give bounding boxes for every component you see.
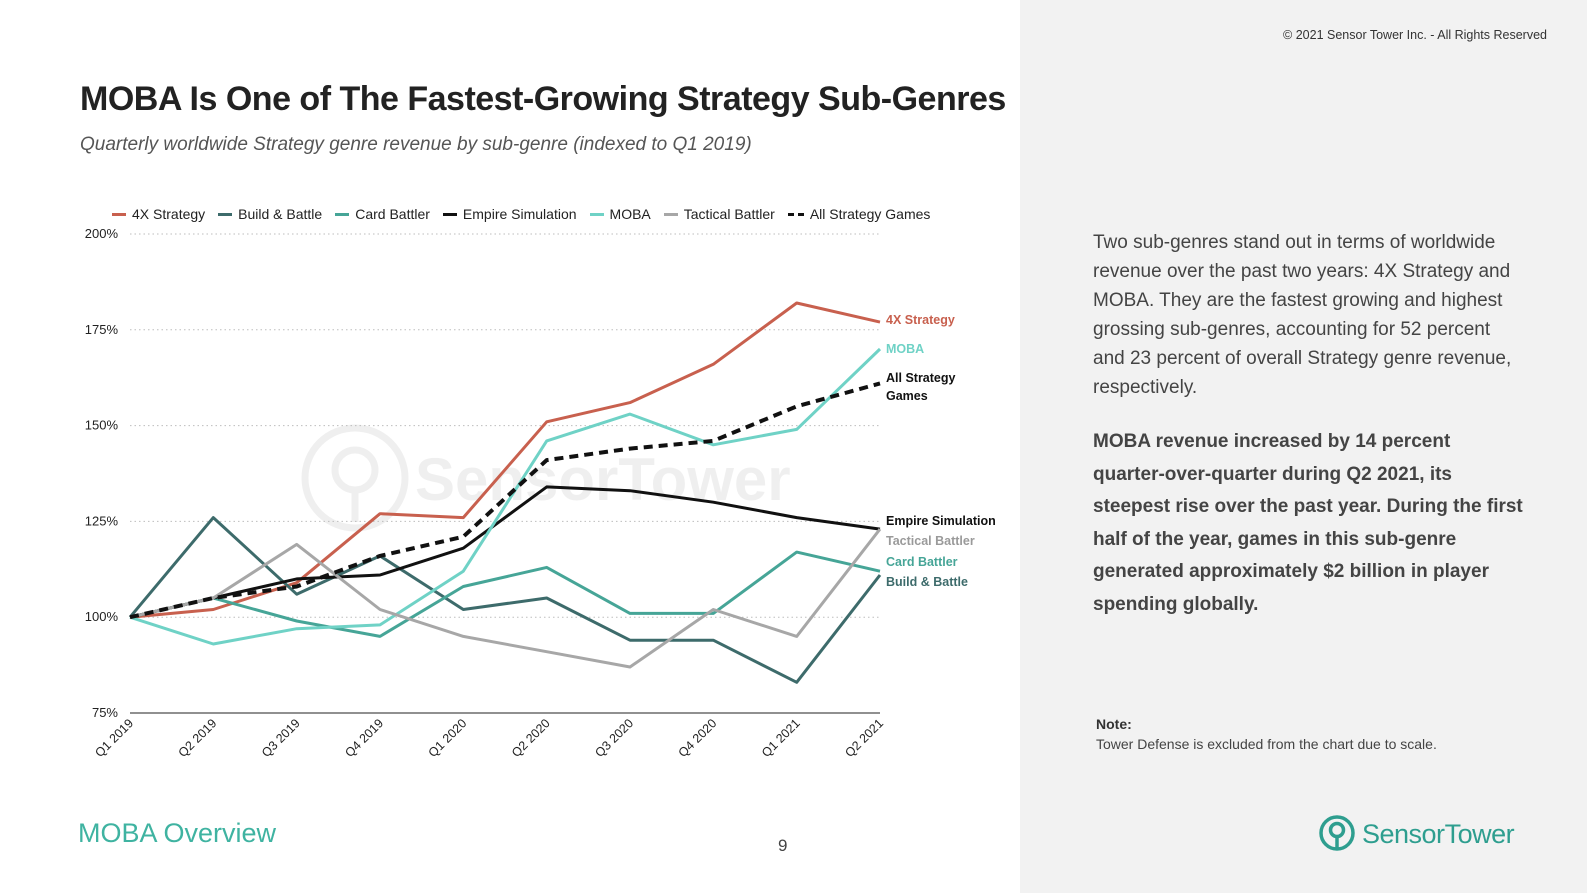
- copyright-text: © 2021 Sensor Tower Inc. - All Rights Re…: [1283, 28, 1547, 42]
- y-tick-label: 200%: [85, 226, 119, 241]
- series-line-card-battler: [129, 550, 881, 638]
- y-tick-label: 125%: [85, 513, 119, 528]
- end-label-tactical-battler: Tactical Battler: [886, 534, 975, 548]
- page-subtitle: Quarterly worldwide Strategy genre reven…: [80, 134, 752, 155]
- legend-swatch: [218, 212, 233, 216]
- right-panel: [1020, 0, 1587, 893]
- end-label-all-strategy-games: All Strategy: [886, 371, 956, 385]
- end-label-all-strategy-games-line2: Games: [886, 389, 928, 403]
- legend-label: MOBA: [609, 206, 651, 222]
- legend-swatch: [112, 212, 126, 216]
- y-tick-label: 75%: [92, 705, 118, 720]
- legend-item-all-strategy-games: All Strategy Games: [787, 206, 931, 222]
- x-tick-label: Q3 2020: [592, 716, 636, 760]
- x-tick-label: Q2 2021: [842, 716, 886, 760]
- series-line-4x-strategy: [129, 301, 881, 619]
- x-tick-label: Q4 2020: [676, 716, 720, 760]
- logo-word-tower: Tower: [1444, 818, 1515, 849]
- y-tick-label: 100%: [85, 609, 119, 624]
- legend-label: Tactical Battler: [683, 206, 775, 222]
- end-label-moba: MOBA: [886, 342, 924, 356]
- note-text: Tower Defense is excluded from the chart…: [1096, 736, 1437, 752]
- y-axis-labels: 75% 100% 125% 150% 175% 200%: [85, 226, 119, 720]
- legend-label: Card Battler: [355, 206, 430, 222]
- line-chart: SensorTower 75% 100% 125% 150% 175% 200% Q1 2…: [85, 226, 996, 760]
- watermark: SensorTower: [301, 424, 791, 532]
- legend-item-tactical-battler: Tactical Battler: [663, 206, 775, 222]
- legend-label: Build & Battle: [238, 206, 323, 222]
- sensor-tower-logo: SensorTower: [1318, 814, 1515, 854]
- x-tick-label: Q3 2019: [259, 716, 303, 760]
- x-tick-label: Q2 2019: [176, 716, 220, 760]
- end-label-build-and-battle: Build & Battle: [886, 575, 968, 589]
- chart-legend: 4X Strategy Build & Battle Card Battler Emp…: [112, 206, 930, 222]
- x-axis-labels: Q1 2019 Q2 2019 Q3 2019 Q4 2019 Q1 2020 Q2 20…: [92, 716, 886, 760]
- legend-item-empire-simulation: Empire Simulation: [442, 206, 577, 222]
- page-title: MOBA Is One of The Fastest-Growing Strat…: [80, 80, 1006, 118]
- x-tick-label: Q1 2019: [92, 716, 136, 760]
- legend-item-4x-strategy: 4X Strategy: [112, 206, 205, 222]
- legend-label: 4X Strategy: [132, 206, 206, 222]
- chart-grid: [130, 233, 880, 618]
- summary-paragraph: Two sub-genres stand out in terms of wor…: [1093, 232, 1512, 398]
- end-label-empire-simulation: Empire Simulation: [886, 514, 996, 528]
- series-line-tactical-battler: [129, 528, 882, 669]
- end-label-card-battler: Card Battler: [886, 555, 958, 569]
- page-number: 9: [778, 836, 788, 855]
- left-panel: [0, 0, 1020, 893]
- legend-label: Empire Simulation: [462, 206, 577, 222]
- legend-swatch: [335, 212, 350, 216]
- logo-wordmark: SensorTower: [1362, 818, 1515, 850]
- series-line-empire-simulation: [129, 485, 881, 619]
- sensor-tower-icon: [1319, 815, 1355, 851]
- x-tick-label: Q2 2020: [509, 716, 553, 760]
- legend-swatch: [787, 212, 804, 216]
- logo-word-sensor: Sensor: [1362, 818, 1445, 849]
- x-tick-label: Q4 2019: [342, 716, 386, 760]
- footer-section-title: MOBA Overview: [78, 818, 277, 848]
- series-line-moba: [129, 347, 882, 646]
- y-tick-label: 175%: [85, 322, 119, 337]
- legend-swatch: [442, 212, 457, 216]
- series-end-labels: 4X Strategy MOBA All Strategy Games Empire S…: [886, 313, 996, 589]
- series-line-all-strategy-games: [129, 381, 881, 620]
- legend-item-build-and-battle: Build & Battle: [218, 206, 322, 222]
- series-lines: [128, 301, 882, 684]
- highlight-paragraph: MOBA revenue increased by 14 percent qua…: [1093, 431, 1523, 615]
- note-label: Note:: [1096, 716, 1132, 732]
- legend-item-card-battler: Card Battler: [335, 206, 430, 222]
- series-line-build-and-battle: [128, 516, 882, 684]
- x-tick-label: Q1 2020: [426, 716, 470, 760]
- legend-swatch: [663, 212, 678, 216]
- watermark-text: SensorTower: [415, 446, 791, 513]
- legend-swatch: [589, 212, 604, 216]
- x-tick-label: Q1 2021: [759, 716, 803, 760]
- y-tick-label: 150%: [85, 418, 119, 433]
- end-label-4x-strategy: 4X Strategy: [886, 313, 955, 327]
- legend-item-moba: MOBA: [589, 206, 651, 222]
- legend-label: All Strategy Games: [809, 206, 931, 222]
